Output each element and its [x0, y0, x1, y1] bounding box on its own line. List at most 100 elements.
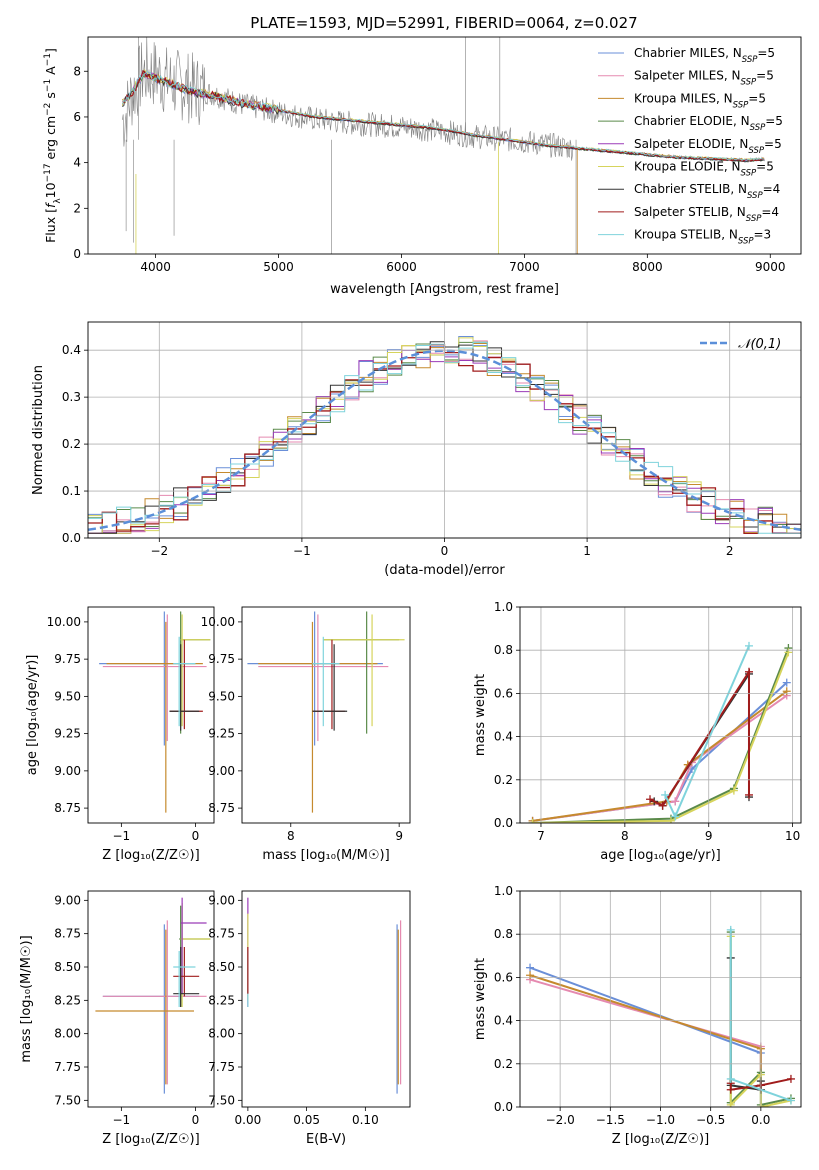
- legend-name: Kroupa ELODIE, N: [634, 160, 741, 174]
- x-tick-label: 9000: [755, 260, 786, 274]
- y-tick-label: 9.00: [54, 893, 81, 907]
- legend-entry-7: Salpeter STELIB, NSSP=4: [634, 205, 779, 224]
- x-tick-label: −2: [150, 544, 168, 558]
- y-tick-label: 0: [73, 247, 81, 261]
- x-tick-label: −2.0: [546, 1113, 575, 1127]
- axes-frame: [87, 321, 802, 539]
- series-line-3: [532, 647, 790, 823]
- x-tick-label: −1: [113, 829, 131, 843]
- y-tick-label: 0.4: [62, 343, 81, 357]
- legend-name: Kroupa STELIB, N: [634, 228, 738, 242]
- y-tick-label: 7.75: [54, 1060, 81, 1074]
- y-axis-label-part: erg cm: [43, 116, 58, 164]
- y-tick-label: 0.2: [62, 437, 81, 451]
- x-axis-label: age [log₁₀(age/yr)]: [600, 848, 721, 863]
- series-marker-7: [726, 925, 735, 934]
- y-tick-label: 10.00: [47, 615, 81, 629]
- y-tick-label: 0.1: [62, 484, 81, 498]
- y-tick-label: 0.8: [494, 927, 513, 941]
- series-marker-7: [726, 1074, 735, 1083]
- x-tick-label: 9: [395, 829, 403, 843]
- x-tick-label: 7000: [509, 260, 540, 274]
- legend-entry-6: Chabrier STELIB, NSSP=4: [634, 182, 780, 201]
- y-tick-label: 1.0: [494, 600, 513, 614]
- y-tick-label: 10.00: [201, 615, 235, 629]
- model-line-8: [122, 70, 765, 161]
- y-tick-label: 8.00: [54, 1027, 81, 1041]
- series-marker-0: [526, 963, 535, 972]
- x-axis-label: Z [log₁₀(Z/Z☉)]: [102, 848, 199, 863]
- y-tick-label: 9.75: [208, 652, 235, 666]
- legend-nssp: =5: [756, 160, 774, 174]
- x-tick-label: 0.0: [751, 1113, 770, 1127]
- y-tick-label: 0.6: [494, 686, 513, 700]
- y-axis-label-part: λ: [53, 198, 63, 204]
- y-tick-label: 0.0: [494, 1100, 513, 1114]
- chart-residuals: −2 −1 0 1 2 0.0 0.1 0.2 0.3 0.4 (data-model)/error…: [31, 321, 802, 578]
- x-tick-label: −0.5: [696, 1113, 725, 1127]
- y-tick-label: 8.25: [208, 993, 235, 1007]
- model-line-7: [122, 70, 765, 162]
- y-axis-label-part: s: [43, 92, 58, 103]
- x-tick-label: −1.5: [596, 1113, 625, 1127]
- y-axis-label: Flux [fλ10−17 erg cm−2 s−1 A−1]: [43, 48, 63, 243]
- x-tick-label: 5000: [263, 260, 294, 274]
- series-marker-6: [744, 667, 753, 676]
- y-tick-label: 0.2: [494, 1057, 513, 1071]
- legend-sub: SSP: [733, 100, 749, 110]
- plot-area: [247, 611, 405, 813]
- legend-name: Chabrier ELODIE, N: [634, 114, 750, 128]
- axes-frame: [519, 606, 802, 824]
- axes-frame: [87, 36, 802, 255]
- y-tick-label: 0.2: [494, 773, 513, 787]
- y-axis-label: mass weight: [473, 674, 488, 756]
- legend-entry-2: Kroupa MILES, NSSP=5: [634, 91, 766, 110]
- legend-nssp: =5: [765, 114, 783, 128]
- y-tick-label: 8.75: [208, 801, 235, 815]
- y-tick-label: 9.00: [208, 764, 235, 778]
- x-axis-label: wavelength [Angstrom, rest frame]: [330, 282, 559, 297]
- y-axis-label: age [log₁₀(age/yr)]: [25, 655, 40, 776]
- y-tick-label: 8.00: [208, 1027, 235, 1041]
- y-tick-label: 9.50: [208, 689, 235, 703]
- axes-frame: [519, 890, 802, 1108]
- legend-sub: SSP: [747, 191, 763, 201]
- y-tick-label: 9.25: [54, 727, 81, 741]
- chart-age-vs-mass: 8 9 8.75 9.00 9.25 9.50 9.75 10.00 mass [log₁₀(M…: [201, 606, 411, 863]
- x-tick-label: 2: [726, 544, 734, 558]
- y-tick-label: 0.3: [62, 390, 81, 404]
- y-tick-label: 2: [73, 201, 81, 215]
- y-tick-label: 9.25: [208, 727, 235, 741]
- chart-mass-vs-ebv: 0.00 0.05 0.10 7.50 7.75 8.00 8.25 8.50 8.75 9.00…: [208, 890, 411, 1147]
- legend-name: Kroupa MILES, N: [634, 91, 733, 105]
- y-tick-label: 7.75: [208, 1060, 235, 1074]
- x-tick-label: 0: [192, 1113, 200, 1127]
- y-tick-label: 8.75: [208, 927, 235, 941]
- legend-nssp: =4: [763, 182, 781, 196]
- y-axis-label-part: A: [43, 66, 58, 79]
- y-tick-label: 8.50: [208, 960, 235, 974]
- series-marker-4: [666, 816, 675, 823]
- series-line-4: [532, 651, 790, 823]
- y-tick-label: 0.4: [494, 1014, 513, 1028]
- x-tick-label: 8: [621, 829, 629, 843]
- legend-label-normal: 𝒩(0,1): [738, 337, 781, 352]
- legend-sub: SSP: [746, 214, 762, 224]
- y-tick-label: 6: [73, 110, 81, 124]
- x-tick-label: 7: [537, 829, 545, 843]
- series-marker-1: [671, 797, 680, 806]
- series-line-6: [649, 668, 750, 808]
- histogram-8: [88, 341, 801, 534]
- series-marker-6: [786, 1074, 795, 1083]
- y-axis-label-part: f: [43, 202, 58, 208]
- x-tick-label: 0: [192, 829, 200, 843]
- y-axis-label-part: Flux [: [43, 208, 58, 243]
- series-marker-4: [729, 786, 738, 795]
- axes-frame: [87, 890, 215, 1108]
- legend-sub: SSP: [748, 146, 764, 156]
- plot-area: [528, 641, 793, 823]
- y-tick-label: 0.0: [494, 816, 513, 830]
- x-tick-label: −1: [293, 544, 311, 558]
- y-tick-label: 0.0: [62, 531, 81, 545]
- x-axis-label: E(B-V): [306, 1132, 346, 1147]
